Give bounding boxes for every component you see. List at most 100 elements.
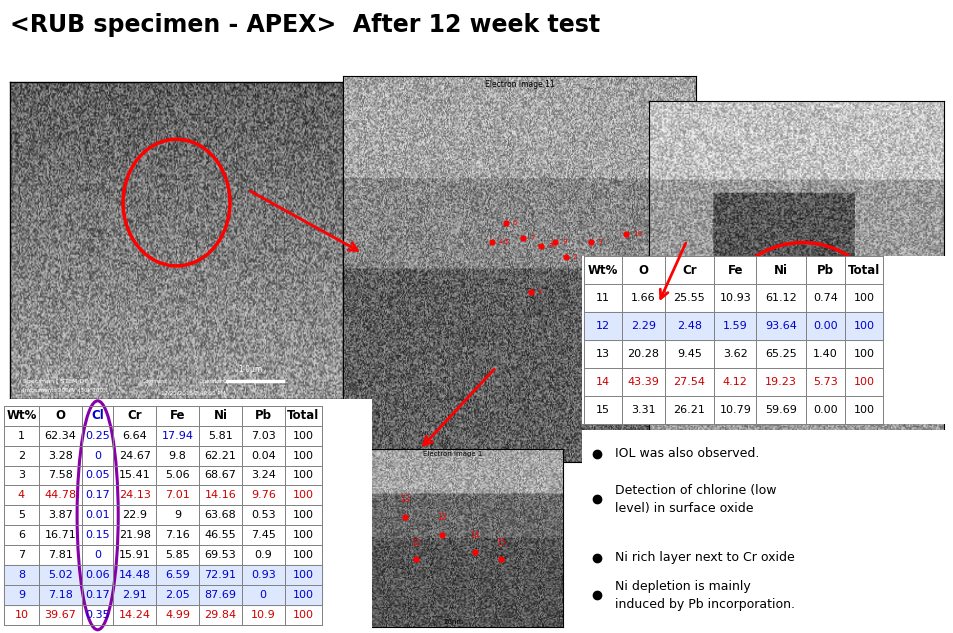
Text: 100: 100 xyxy=(293,590,314,600)
Text: Total: Total xyxy=(847,264,879,277)
Text: 1.40: 1.40 xyxy=(812,349,837,359)
Text: 13: 13 xyxy=(596,349,609,359)
Text: Ni: Ni xyxy=(774,264,787,277)
Text: 4.12: 4.12 xyxy=(722,377,747,387)
Text: 8: 8 xyxy=(18,570,25,580)
Text: 3.28: 3.28 xyxy=(48,451,72,461)
Text: 100: 100 xyxy=(852,322,873,331)
Bar xyxy=(4,585,321,605)
Text: 2.29: 2.29 xyxy=(630,322,656,331)
Text: 16.71: 16.71 xyxy=(45,530,76,540)
Text: 0.93: 0.93 xyxy=(251,570,275,580)
Text: Ni depletion is mainly
induced by Pb incorporation.: Ni depletion is mainly induced by Pb inc… xyxy=(615,580,794,611)
Text: 5.06: 5.06 xyxy=(165,470,190,480)
Text: 69.53: 69.53 xyxy=(204,550,236,560)
Text: 7.18: 7.18 xyxy=(48,590,72,600)
Text: 3: 3 xyxy=(18,470,25,480)
Text: 0.01: 0.01 xyxy=(85,510,110,520)
Text: 14: 14 xyxy=(596,377,610,387)
Text: 4,5: 4,5 xyxy=(498,239,509,245)
Text: 3.62: 3.62 xyxy=(722,349,747,359)
Text: 0.06: 0.06 xyxy=(85,570,110,580)
Text: 27.54: 27.54 xyxy=(673,377,704,387)
Text: 20.28: 20.28 xyxy=(627,349,659,359)
Text: 100: 100 xyxy=(293,491,314,501)
Text: Detection of chlorine (low
level) in surface oxide: Detection of chlorine (low level) in sur… xyxy=(615,484,776,515)
Text: 9: 9 xyxy=(561,239,566,245)
Text: 100: 100 xyxy=(293,530,314,540)
Text: 12: 12 xyxy=(596,322,610,331)
Text: Electron Image 11: Electron Image 11 xyxy=(485,80,554,89)
Text: 3.24: 3.24 xyxy=(251,470,275,480)
Text: 0.04: 0.04 xyxy=(251,451,275,461)
Text: 17.94: 17.94 xyxy=(161,430,193,441)
Text: 100: 100 xyxy=(293,550,314,560)
Text: 6: 6 xyxy=(18,530,25,540)
Text: 7.45: 7.45 xyxy=(251,530,275,540)
Text: 2.91: 2.91 xyxy=(122,590,147,600)
Text: 93.64: 93.64 xyxy=(764,322,797,331)
Text: 2.48: 2.48 xyxy=(677,322,701,331)
Text: 68.67: 68.67 xyxy=(204,470,236,480)
Text: Pb: Pb xyxy=(816,264,833,277)
Text: 1: 1 xyxy=(537,289,541,295)
Text: 9: 9 xyxy=(173,510,181,520)
Text: 6: 6 xyxy=(513,220,517,226)
Text: 0: 0 xyxy=(94,550,101,560)
Text: 0.17: 0.17 xyxy=(85,491,110,501)
Text: 7: 7 xyxy=(18,550,25,560)
Text: 2: 2 xyxy=(572,254,577,260)
Text: IOL was also observed.: IOL was also observed. xyxy=(615,448,759,460)
Text: Pb: Pb xyxy=(254,410,272,422)
Text: 4.99: 4.99 xyxy=(165,610,190,620)
Text: 24.67: 24.67 xyxy=(119,451,151,461)
Text: 8: 8 xyxy=(548,243,552,249)
Text: 0: 0 xyxy=(259,590,267,600)
Text: 12/21/2016 2:49:51 PM: 12/21/2016 2:49:51 PM xyxy=(161,391,225,396)
Text: 21.98: 21.98 xyxy=(119,530,151,540)
Text: 1: 1 xyxy=(18,430,25,441)
Text: 1.0µm: 1.0µm xyxy=(237,365,262,374)
Text: 14.16: 14.16 xyxy=(204,491,236,501)
Text: 22.9: 22.9 xyxy=(122,510,147,520)
Text: 100: 100 xyxy=(852,377,873,387)
Text: 100: 100 xyxy=(293,570,314,580)
Text: 19.23: 19.23 xyxy=(764,377,797,387)
Text: 5.02: 5.02 xyxy=(48,570,72,580)
Text: 10: 10 xyxy=(14,610,29,620)
Text: 12: 12 xyxy=(437,513,446,522)
Text: 10.79: 10.79 xyxy=(719,405,750,415)
Text: Total: Total xyxy=(287,410,319,422)
Text: 15.91: 15.91 xyxy=(119,550,151,560)
Text: 15.41: 15.41 xyxy=(119,470,151,480)
Text: 14.48: 14.48 xyxy=(119,570,151,580)
Text: 0.74: 0.74 xyxy=(812,293,837,303)
Text: 39.67: 39.67 xyxy=(45,610,76,620)
Text: 63.68: 63.68 xyxy=(204,510,236,520)
Text: 100: 100 xyxy=(852,293,873,303)
Text: 65.25: 65.25 xyxy=(764,349,797,359)
Text: 7.81: 7.81 xyxy=(48,550,72,560)
Text: 3.87: 3.87 xyxy=(48,510,72,520)
Text: 5.85: 5.85 xyxy=(165,550,190,560)
Text: 13: 13 xyxy=(399,496,409,505)
Text: 5.73: 5.73 xyxy=(812,377,837,387)
Text: 61.12: 61.12 xyxy=(764,293,797,303)
Text: 100: 100 xyxy=(293,510,314,520)
Text: Fe: Fe xyxy=(170,410,185,422)
Text: 7.03: 7.03 xyxy=(251,430,275,441)
Text: 2: 2 xyxy=(18,451,25,461)
Text: Electron Image 1: Electron Image 1 xyxy=(423,451,482,457)
Text: Wt%: Wt% xyxy=(587,264,618,277)
Text: Cr: Cr xyxy=(128,410,142,422)
Text: 10.93: 10.93 xyxy=(719,293,750,303)
Bar xyxy=(583,312,882,341)
Text: Specimen [ STEM DF ]: Specimen [ STEM DF ] xyxy=(23,379,92,384)
Text: 6.59: 6.59 xyxy=(165,570,190,580)
Text: O: O xyxy=(638,264,648,277)
Text: 0.15: 0.15 xyxy=(85,530,110,540)
Text: <RUB specimen - APEX>  After 12 week test: <RUB specimen - APEX> After 12 week test xyxy=(10,13,599,37)
Text: 24.13: 24.13 xyxy=(119,491,151,501)
Text: 11: 11 xyxy=(411,538,420,547)
Text: 62.34: 62.34 xyxy=(45,430,76,441)
